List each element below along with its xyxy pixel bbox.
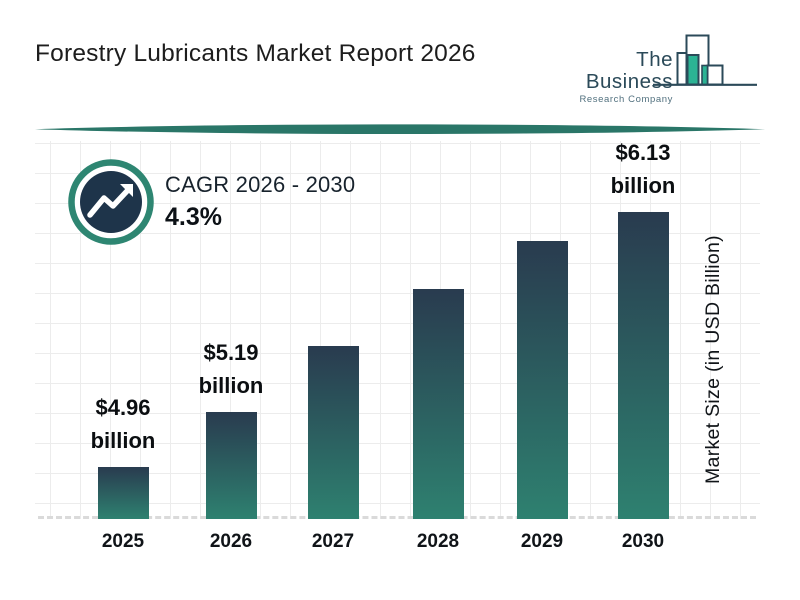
bar-2025 [97, 467, 149, 519]
cagr-value: 4.3% [165, 203, 222, 231]
bar-2026 [205, 412, 257, 519]
axis-baseline [38, 516, 756, 519]
year-label-2029: 2029 [520, 531, 564, 552]
logo-bar-chart-icon [653, 34, 757, 86]
bar-2027 [307, 346, 359, 519]
bar-2028 [412, 289, 464, 519]
divider-line [35, 124, 765, 134]
value-label-2030: $6.13 billion [610, 140, 676, 198]
year-label-2028: 2028 [416, 531, 460, 552]
y-axis-title: Market Size (in USD Billion) [702, 235, 724, 485]
cagr-label: CAGR 2026 - 2030 [165, 172, 356, 197]
logo-text: The Business Research Company [555, 48, 673, 106]
value-label-2025: $4.96 billion [90, 395, 156, 453]
year-label-2027: 2027 [311, 531, 355, 552]
year-label-2025: 2025 [101, 531, 145, 552]
trend-up-icon [68, 159, 154, 245]
value-label-2026: $5.19 billion [198, 340, 264, 398]
year-label-2030: 2030 [621, 531, 665, 552]
bar-2030 [617, 212, 669, 519]
logo-company-subtitle: Research Company [579, 94, 673, 105]
logo-company-name: The Business [585, 48, 673, 93]
year-label-2026: 2026 [209, 531, 253, 552]
cagr-block: CAGR 2026 - 2030 4.3% [165, 172, 355, 232]
page-title: Forestry Lubricants Market Report 2026 [35, 40, 476, 67]
bar-2029 [516, 241, 568, 519]
